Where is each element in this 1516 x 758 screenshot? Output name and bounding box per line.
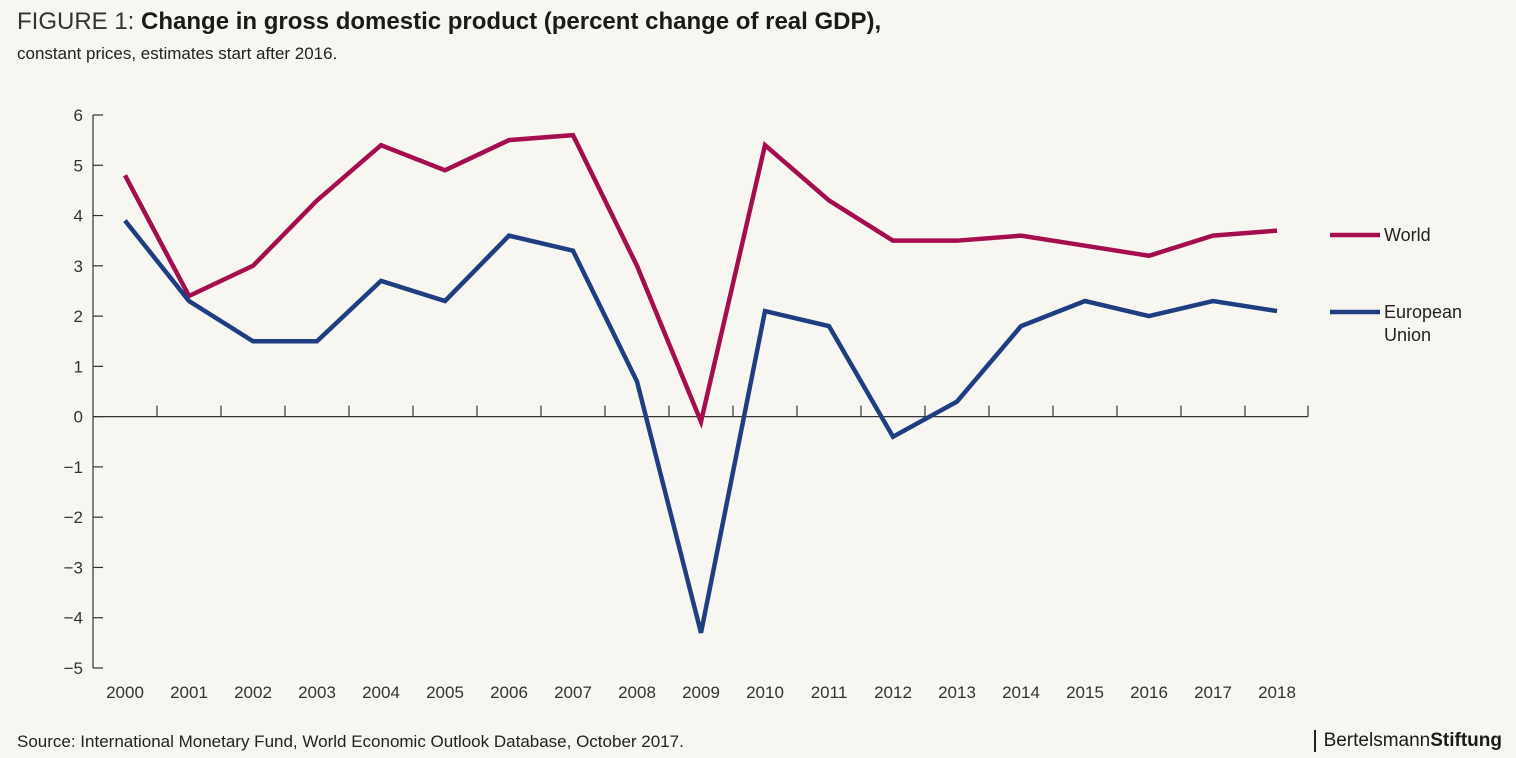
x-tick-label: 2017 — [1194, 683, 1232, 702]
x-tick-label: 2003 — [298, 683, 336, 702]
x-tick-label: 2010 — [746, 683, 784, 702]
source-note: Source: International Monetary Fund, Wor… — [17, 732, 684, 751]
x-tick-label: 2011 — [811, 683, 848, 702]
x-tick-label: 2006 — [490, 683, 528, 702]
y-tick-label: 3 — [74, 257, 83, 276]
y-tick-label: −2 — [64, 508, 83, 527]
brand-name-light: Bertelsmann — [1323, 730, 1431, 751]
x-tick-label: 2014 — [1002, 683, 1040, 702]
x-tick-label: 2002 — [234, 683, 272, 702]
x-tick-label: 2001 — [170, 683, 208, 702]
y-tick-label: 1 — [74, 357, 83, 376]
y-tick-label: −5 — [64, 659, 83, 678]
figure-label: FIGURE 1: — [17, 8, 142, 35]
legend-label-world: World — [1384, 225, 1431, 245]
x-tick-label: 2013 — [938, 683, 976, 702]
y-tick-label: 6 — [74, 106, 83, 125]
brand-name-bold: Stiftung — [1430, 730, 1502, 751]
x-tick-label: 2004 — [362, 683, 400, 702]
legend-label-line: World — [1384, 225, 1431, 245]
x-tick-label: 2015 — [1066, 683, 1104, 702]
x-tick-label: 2005 — [426, 683, 464, 702]
brand-logo: BertelsmannStiftung — [1313, 730, 1502, 752]
x-tick-label: 2018 — [1258, 683, 1296, 702]
legend-label-line: Union — [1384, 325, 1431, 345]
y-tick-label: −4 — [64, 609, 83, 628]
x-tick-label: 2009 — [682, 683, 720, 702]
y-tick-label: 4 — [74, 207, 83, 226]
y-tick-label: 5 — [74, 156, 83, 175]
chart-subtitle: constant prices, estimates start after 2… — [17, 44, 338, 63]
y-tick-label: 2 — [74, 307, 83, 326]
y-tick-label: 0 — [74, 408, 83, 427]
y-tick-label: −3 — [64, 558, 83, 577]
x-tick-label: 2007 — [554, 683, 592, 702]
title-text: Change in gross domestic product (percen… — [141, 8, 882, 35]
x-tick-label: 2016 — [1130, 683, 1168, 702]
legend-label-european-union: European Union — [1384, 302, 1462, 345]
chart-title: FIGURE 1: Change in gross domestic produ… — [17, 8, 881, 36]
legend-label-line: European — [1384, 302, 1462, 322]
x-tick-label: 2000 — [106, 683, 144, 702]
series-line-world — [123, 132, 1278, 430]
y-tick-label: −1 — [64, 458, 83, 477]
x-tick-label: 2008 — [618, 683, 656, 702]
x-tick-label: 2012 — [874, 683, 912, 702]
